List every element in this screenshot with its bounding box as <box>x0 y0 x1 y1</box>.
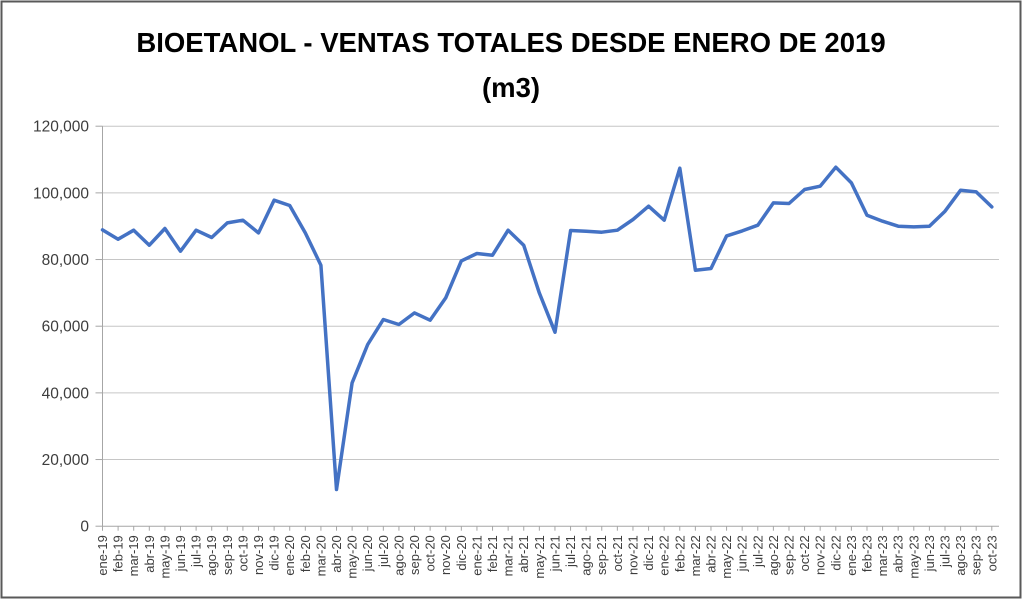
x-tick-label: may-20 <box>345 535 360 578</box>
y-tick-label: 120,000 <box>33 119 89 136</box>
x-tick-label: dic-21 <box>641 535 656 570</box>
x-tick-label: abr-21 <box>516 535 531 573</box>
x-tick-label: may-23 <box>906 535 921 578</box>
x-tick-label: ago-22 <box>766 535 781 575</box>
x-tick-label: ene-19 <box>95 535 110 575</box>
x-tick-label: sep-21 <box>594 535 609 575</box>
x-tick-label: jun-21 <box>547 535 562 572</box>
x-tick-label: ene-22 <box>657 535 672 575</box>
x-tick-label: jun-19 <box>173 535 188 572</box>
x-tick-label: oct-20 <box>423 535 438 571</box>
y-tick-label: 20,000 <box>42 452 90 469</box>
x-tick-label: nov-19 <box>251 535 266 575</box>
x-tick-label: ene-20 <box>282 535 297 575</box>
x-tick-label: ene-23 <box>844 535 859 575</box>
x-tick-label: sep-20 <box>407 535 422 575</box>
x-tick-label: nov-21 <box>625 535 640 575</box>
x-tick-label: ago-21 <box>579 535 594 575</box>
x-tick-label: abr-20 <box>329 535 344 573</box>
x-tick-label: feb-19 <box>111 535 126 572</box>
x-tick-label: sep-22 <box>781 535 796 575</box>
x-tick-label: may-19 <box>157 535 172 578</box>
x-tick-label: nov-22 <box>813 535 828 575</box>
x-tick-label: ago-20 <box>391 535 406 575</box>
x-tick-label: mar-21 <box>501 535 516 576</box>
x-tick-label: may-22 <box>719 535 734 578</box>
x-tick-label: nov-20 <box>438 535 453 575</box>
x-tick-label: jul-21 <box>563 535 578 568</box>
series-line-bioetanol <box>100 165 994 492</box>
x-tick-label: jul-20 <box>376 535 391 568</box>
x-tick-label: jun-20 <box>360 535 375 572</box>
x-tick-label: may-21 <box>532 535 547 578</box>
x-tick-label: feb-23 <box>859 535 874 572</box>
chart-title-line1: BIOETANOL - VENTAS TOTALES DESDE ENERO D… <box>136 27 885 58</box>
x-tick-label: sep-23 <box>969 535 984 575</box>
x-tick-label: feb-20 <box>298 535 313 572</box>
x-tick-label: feb-21 <box>485 535 500 572</box>
x-tick-label: jul-19 <box>189 535 204 568</box>
x-axis: ene-19 feb-19 mar-19 abr-19 may-19 jun-19 jul-… <box>95 525 999 579</box>
gridlines <box>102 125 999 461</box>
y-tick-label: 40,000 <box>42 385 90 402</box>
y-tick-label: 100,000 <box>33 185 89 202</box>
y-tick-label: 80,000 <box>42 252 90 269</box>
x-tick-label: jul-22 <box>750 535 765 568</box>
x-tick-label: dic-22 <box>828 535 843 570</box>
chart-title-line2: (m3) <box>482 72 540 103</box>
x-tick-label: dic-20 <box>454 535 469 570</box>
x-tick-label: ene-21 <box>469 535 484 575</box>
y-axis: 0 20,000 40,000 60,000 80,000 100,000 120,000 <box>33 119 103 536</box>
x-tick-label: oct-19 <box>235 535 250 571</box>
x-tick-label: ago-19 <box>204 535 219 575</box>
x-tick-label: oct-21 <box>610 535 625 571</box>
x-tick-label: dic-19 <box>267 535 282 570</box>
x-tick-label: mar-20 <box>313 535 328 576</box>
y-tick-label: 60,000 <box>42 319 90 336</box>
x-tick-label: abr-23 <box>891 535 906 573</box>
x-tick-label: ago-23 <box>953 535 968 575</box>
x-tick-label: mar-19 <box>126 535 141 576</box>
x-tick-label: abr-22 <box>703 535 718 573</box>
x-tick-label: mar-23 <box>875 535 890 576</box>
x-tick-label: jul-23 <box>937 535 952 568</box>
x-tick-label: oct-22 <box>797 535 812 571</box>
x-tick-label: abr-19 <box>142 535 157 573</box>
x-tick-label: oct-23 <box>984 535 999 571</box>
x-tick-label: sep-19 <box>220 535 235 575</box>
y-tick-label: 0 <box>80 519 89 536</box>
x-tick-label: jun-23 <box>922 535 937 572</box>
x-tick-label: feb-22 <box>672 535 687 572</box>
x-tick-label: jun-22 <box>735 535 750 572</box>
x-tick-label: mar-22 <box>688 535 703 576</box>
